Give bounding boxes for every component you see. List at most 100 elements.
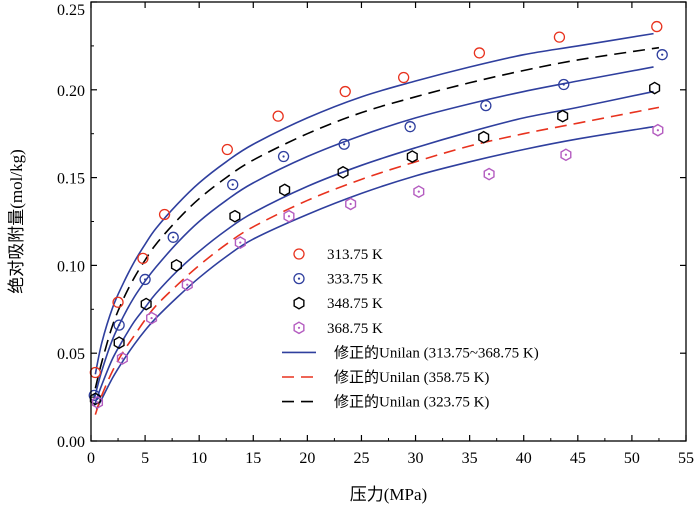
y-tick-label: 0.00 [57,434,85,451]
data-point-dot [231,183,234,186]
data-point [338,138,350,150]
data-point [234,236,246,249]
data-point-dot [661,53,664,56]
data-point [345,197,357,211]
data-point-dot [349,202,352,206]
data-point-dot [172,236,175,239]
x-tick-label: 30 [408,450,424,467]
data-point [483,167,495,181]
data-point [277,150,290,163]
data-point [113,319,125,331]
data-point [112,296,124,308]
x-axis-title: 压力(MPa) [350,485,427,504]
data-point [558,78,570,91]
data-point [406,150,418,163]
x-tick-label: 40 [516,450,532,467]
legend-symbol [293,296,305,310]
fit-curve [94,46,660,389]
data-point [139,273,151,286]
y-tick-label: 0.15 [57,171,85,188]
y-tick-label: 0.25 [57,2,85,19]
legend-label: 368.75 K [327,321,383,337]
data-point [656,49,668,61]
legend-symbol [293,321,305,335]
data-point-dot [239,241,242,244]
legend: 313.75 K 333.75 K 348.75 K 368.75 K 修正的Unila… [282,247,539,411]
data-point [146,311,158,325]
x-tick-label: 50 [624,450,640,467]
data-point [167,231,179,243]
x-tick-label: 45 [570,450,586,467]
data-point [404,121,416,133]
data-point [283,209,295,223]
data-point [113,336,125,350]
data-markers-layer [88,20,668,409]
data-point [158,208,171,221]
data-point [337,165,349,179]
data-point [137,252,149,265]
data-point-dot [656,129,659,132]
fit-curve [93,66,654,400]
data-point [478,130,490,144]
data-point-dot [417,190,420,193]
x-tick-label: 25 [353,450,369,467]
data-point-dot [562,83,565,86]
x-tick-label: 15 [245,450,261,467]
fit-curve [93,90,654,407]
data-point-dot [564,153,568,156]
axis-ticks-layer: 0 5 10 15 20 25 30 35 40 45 50 55 0.00 0.05 0.10 0.15 0.… [57,1,694,467]
fit-curve [94,32,654,375]
legend-label: 333.75 K [327,272,383,288]
data-point-dot [484,104,487,107]
x-tick-label: 0 [87,450,95,467]
data-point [279,183,291,197]
data-point-dot [282,155,285,158]
y-tick-label: 0.20 [57,83,85,100]
legend-symbol-dot [297,277,301,280]
data-point-dot [96,401,99,404]
data-point [181,278,193,292]
data-point [227,178,239,191]
x-tick-label: 35 [462,450,478,467]
y-tick-label: 0.10 [57,258,85,275]
data-point-dot [343,143,346,146]
data-point [557,109,569,123]
data-point [480,99,492,112]
data-point [473,47,486,59]
data-point [553,31,566,43]
data-point-dot [118,324,121,327]
legend-symbol-dot [297,326,301,329]
y-tick-label: 0.05 [57,346,85,363]
data-point [170,258,183,272]
data-point [221,143,233,156]
legend-label: 修正的Unilan (358.75 K) [334,369,489,386]
data-point [140,297,152,311]
legend-symbol [293,248,305,260]
data-point [652,123,664,137]
legend-label: 修正的Unilan (323.75 K) [334,394,489,411]
data-point [413,185,425,199]
data-point [397,71,410,84]
legend-label: 313.75 K [327,247,383,263]
data-point [339,85,351,98]
data-point [651,20,663,33]
x-tick-label: 10 [191,450,207,467]
data-point [649,81,661,95]
y-axis-title: 绝对吸附量(mol/kg) [7,149,26,294]
legend-label: 修正的Unilan (313.75~368.75 K) [334,344,539,361]
data-point-dot [409,125,412,128]
x-tick-label: 55 [678,450,694,467]
data-point-dot [186,283,189,286]
data-point [229,209,241,223]
data-point [91,395,104,409]
data-point [272,110,284,122]
data-point-dot [150,316,153,320]
data-point [116,352,128,365]
fit-curve [95,125,654,410]
x-tick-label: 5 [141,450,149,467]
data-point-dot [143,278,147,281]
data-point-dot [287,215,291,218]
data-point [89,366,101,379]
data-point-dot [488,172,491,176]
